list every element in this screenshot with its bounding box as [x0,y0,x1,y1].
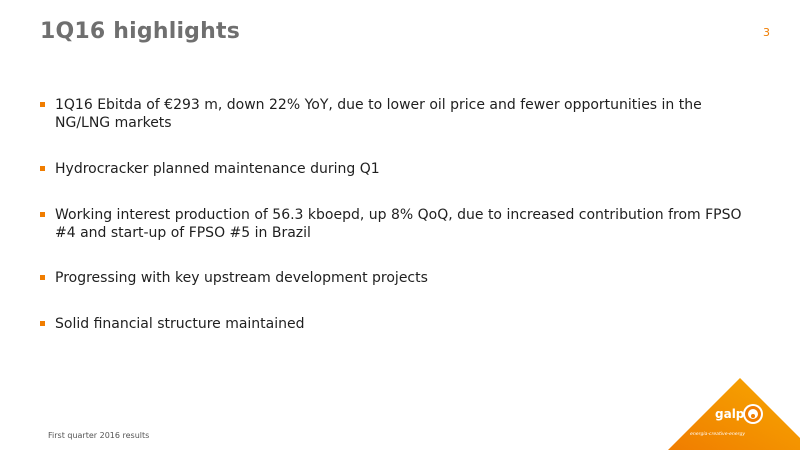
galp-logo: galp energia·creative·energy [668,378,800,450]
page-number: 3 [763,26,770,39]
logo-inner-ring-icon [745,406,761,422]
bullet-text: 1Q16 Ebitda of €293 m, down 22% YoY, due… [55,97,702,131]
list-item: Hydrocracker planned maintenance during … [40,160,760,178]
slide-title: 1Q16 highlights [40,19,241,44]
list-item: 1Q16 Ebitda of €293 m, down 22% YoY, due… [40,96,760,132]
list-item: Solid financial structure maintained [40,315,760,333]
bullet-text: Hydrocracker planned maintenance during … [55,161,380,177]
list-item: Progressing with key upstream developmen… [40,269,760,287]
footer-text: First quarter 2016 results [48,431,150,440]
square-bullet-icon [40,212,45,217]
logo-center-dot-icon [751,414,755,418]
list-item: Working interest production of 56.3 kboe… [40,206,760,242]
logo-tagline: energia·creative·energy [690,431,745,437]
bullet-text: Working interest production of 56.3 kboe… [55,207,742,241]
bullet-text: Solid financial structure maintained [55,316,305,332]
logo-brand-text: galp [715,407,745,421]
square-bullet-icon [40,102,45,107]
square-bullet-icon [40,275,45,280]
square-bullet-icon [40,321,45,326]
bullet-text: Progressing with key upstream developmen… [55,270,428,286]
highlights-list: 1Q16 Ebitda of €293 m, down 22% YoY, due… [40,96,760,333]
logo-diamond-shape [668,378,800,450]
square-bullet-icon [40,166,45,171]
